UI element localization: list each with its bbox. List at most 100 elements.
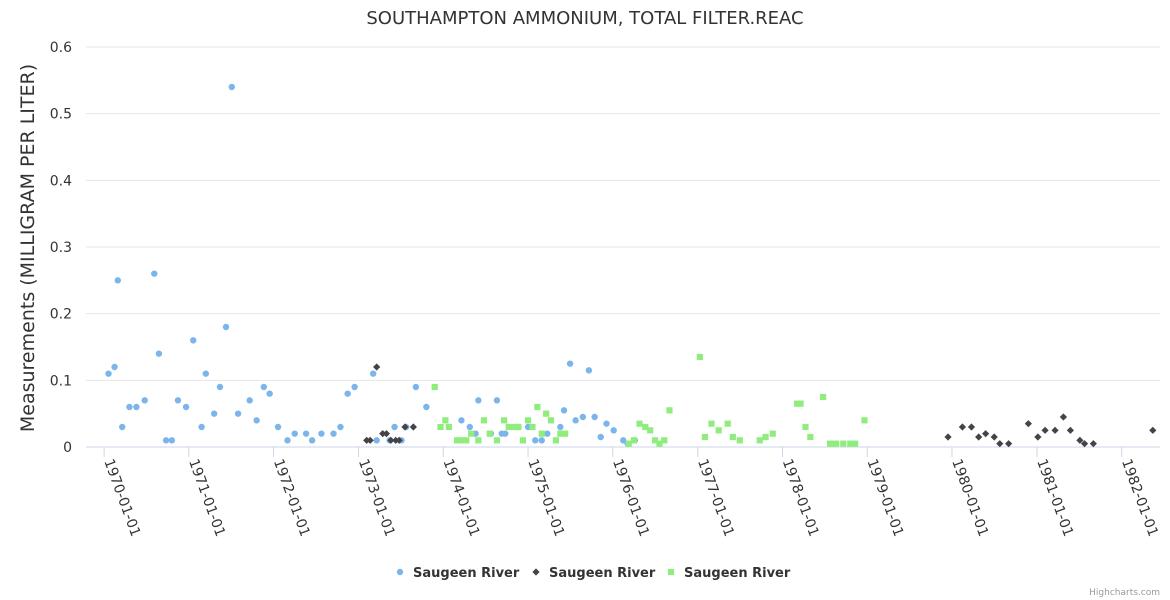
data-point[interactable] bbox=[560, 407, 568, 414]
data-point[interactable] bbox=[291, 430, 298, 437]
credits-label[interactable]: Highcharts.com bbox=[1089, 588, 1160, 598]
data-point[interactable] bbox=[133, 403, 140, 411]
data-point[interactable] bbox=[234, 410, 242, 417]
data-point[interactable] bbox=[642, 423, 649, 431]
data-point[interactable] bbox=[756, 437, 763, 444]
data-point[interactable] bbox=[228, 83, 236, 91]
data-point[interactable] bbox=[111, 363, 118, 371]
data-point[interactable] bbox=[519, 437, 527, 444]
data-point[interactable] bbox=[401, 423, 409, 431]
data-point[interactable] bbox=[475, 397, 482, 404]
data-point[interactable] bbox=[591, 413, 598, 421]
data-point[interactable] bbox=[557, 430, 564, 437]
data-point[interactable] bbox=[982, 430, 990, 438]
data-point[interactable] bbox=[302, 430, 310, 437]
data-point[interactable] bbox=[975, 433, 983, 441]
data-point[interactable] bbox=[486, 430, 493, 437]
data-point[interactable] bbox=[502, 430, 509, 437]
legend-label[interactable]: Saugeen River bbox=[413, 566, 520, 581]
data-point[interactable] bbox=[373, 437, 380, 444]
data-point[interactable] bbox=[266, 390, 273, 397]
data-point[interactable] bbox=[344, 390, 351, 397]
data-point[interactable] bbox=[445, 423, 452, 431]
data-point[interactable] bbox=[807, 433, 814, 441]
data-point[interactable] bbox=[442, 417, 449, 424]
data-point[interactable] bbox=[198, 423, 205, 431]
data-point[interactable] bbox=[625, 440, 632, 447]
data-point[interactable] bbox=[382, 430, 391, 438]
data-point[interactable] bbox=[557, 423, 564, 431]
data-point[interactable] bbox=[666, 407, 673, 414]
data-point[interactable] bbox=[524, 417, 532, 424]
data-point[interactable] bbox=[246, 397, 253, 404]
data-point[interactable] bbox=[1089, 440, 1097, 448]
data-point[interactable] bbox=[119, 423, 126, 431]
data-point[interactable] bbox=[391, 423, 398, 431]
data-point[interactable] bbox=[610, 427, 617, 434]
data-point[interactable] bbox=[105, 370, 112, 377]
data-point[interactable] bbox=[162, 437, 170, 444]
data-point[interactable] bbox=[538, 430, 545, 437]
data-point[interactable] bbox=[423, 403, 430, 411]
data-point[interactable] bbox=[1080, 440, 1089, 448]
data-point[interactable] bbox=[797, 400, 804, 407]
data-point[interactable] bbox=[493, 397, 501, 404]
data-point[interactable] bbox=[543, 410, 550, 417]
data-point[interactable] bbox=[431, 383, 438, 391]
data-point[interactable] bbox=[661, 437, 668, 444]
data-point[interactable] bbox=[151, 270, 158, 277]
data-point[interactable] bbox=[597, 433, 604, 441]
data-point[interactable] bbox=[538, 437, 545, 444]
data-point[interactable] bbox=[114, 277, 122, 284]
data-point[interactable] bbox=[852, 440, 859, 447]
data-point[interactable] bbox=[274, 423, 282, 431]
data-point[interactable] bbox=[562, 430, 569, 437]
data-point[interactable] bbox=[318, 430, 325, 437]
data-point[interactable] bbox=[944, 433, 952, 441]
data-point[interactable] bbox=[216, 383, 224, 391]
data-point[interactable] bbox=[395, 436, 403, 444]
data-point[interactable] bbox=[253, 417, 260, 424]
data-point[interactable] bbox=[847, 440, 854, 447]
legend-item-1[interactable]: Saugeen River bbox=[396, 566, 520, 581]
data-point[interactable] bbox=[833, 440, 840, 447]
legend-item-2[interactable]: Saugeen River bbox=[532, 566, 656, 581]
data-point[interactable] bbox=[647, 427, 654, 434]
data-point[interactable] bbox=[379, 430, 387, 438]
data-point[interactable] bbox=[174, 397, 182, 404]
data-point[interactable] bbox=[1051, 426, 1059, 434]
data-point[interactable] bbox=[126, 403, 133, 411]
data-point[interactable] bbox=[202, 370, 209, 377]
data-point[interactable] bbox=[453, 437, 461, 444]
data-point[interactable] bbox=[990, 433, 998, 441]
data-point[interactable] bbox=[480, 417, 488, 424]
data-point[interactable] bbox=[729, 433, 736, 441]
data-point[interactable] bbox=[1034, 433, 1042, 441]
data-point[interactable] bbox=[458, 437, 465, 444]
data-point[interactable] bbox=[603, 420, 610, 427]
data-point[interactable] bbox=[468, 430, 475, 437]
data-point[interactable] bbox=[802, 423, 809, 431]
data-point[interactable] bbox=[412, 383, 420, 391]
data-point[interactable] bbox=[366, 436, 374, 444]
data-point[interactable] bbox=[210, 410, 218, 417]
data-point[interactable] bbox=[505, 423, 512, 431]
data-point[interactable] bbox=[736, 437, 743, 444]
legend-item-3[interactable]: Saugeen River bbox=[667, 566, 791, 581]
data-point[interactable] bbox=[308, 437, 316, 444]
data-point[interactable] bbox=[330, 430, 337, 437]
data-point[interactable] bbox=[1066, 426, 1074, 434]
data-point[interactable] bbox=[579, 413, 587, 421]
legend[interactable]: Saugeen River Saugeen River Saugeen River bbox=[396, 566, 791, 581]
data-point[interactable] bbox=[547, 417, 555, 424]
data-point[interactable] bbox=[1076, 436, 1084, 444]
data-point[interactable] bbox=[515, 423, 522, 431]
data-point[interactable] bbox=[1005, 440, 1013, 448]
data-point[interactable] bbox=[222, 323, 230, 331]
data-point[interactable] bbox=[1024, 420, 1032, 428]
data-point[interactable] bbox=[762, 433, 769, 441]
data-point[interactable] bbox=[463, 437, 470, 444]
data-point[interactable] bbox=[141, 397, 148, 404]
data-point[interactable] bbox=[630, 437, 638, 444]
data-point[interactable] bbox=[861, 417, 868, 424]
